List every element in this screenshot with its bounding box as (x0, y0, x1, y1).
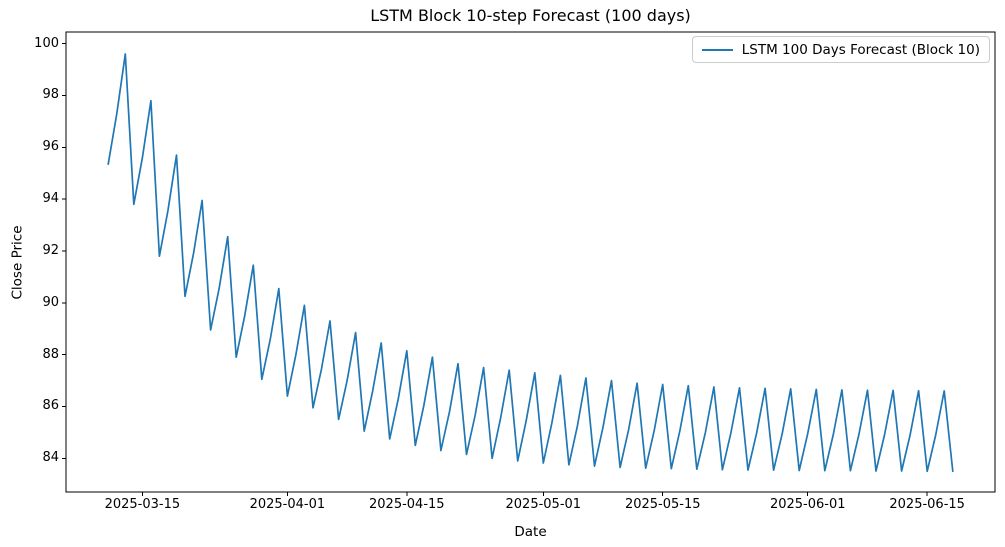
x-tick-label: 2025-05-01 (505, 497, 582, 512)
y-tick-label: 84 (42, 450, 59, 466)
y-tick-label: 88 (42, 346, 59, 362)
forecast-line (107, 53, 954, 473)
y-tick-label: 86 (42, 398, 59, 414)
x-tick-label: 2025-06-15 (889, 497, 965, 512)
chart-title: LSTM Block 10-step Forecast (100 days) (370, 6, 691, 25)
y-tick-label: 98 (42, 87, 59, 103)
y-tick-label: 100 (34, 35, 59, 51)
x-tick-label: 2025-04-01 (249, 497, 326, 512)
y-tick-label: 92 (42, 242, 59, 258)
x-tick-label: 2025-04-15 (369, 497, 445, 512)
x-tick-label: 2025-05-15 (624, 497, 701, 512)
y-tick-label: 96 (42, 139, 59, 155)
x-tick-label: 2025-06-01 (769, 497, 846, 512)
legend: LSTM 100 Days Forecast (Block 10) (691, 36, 990, 63)
axes-frame (65, 31, 996, 493)
y-tick-label: 94 (42, 191, 59, 207)
y-tick-label: 90 (42, 294, 59, 310)
x-axis-label: Date (514, 524, 547, 540)
x-tick-label: 2025-03-15 (104, 497, 181, 512)
legend-line-swatch (701, 48, 733, 51)
legend-label: LSTM 100 Days Forecast (Block 10) (741, 41, 980, 58)
